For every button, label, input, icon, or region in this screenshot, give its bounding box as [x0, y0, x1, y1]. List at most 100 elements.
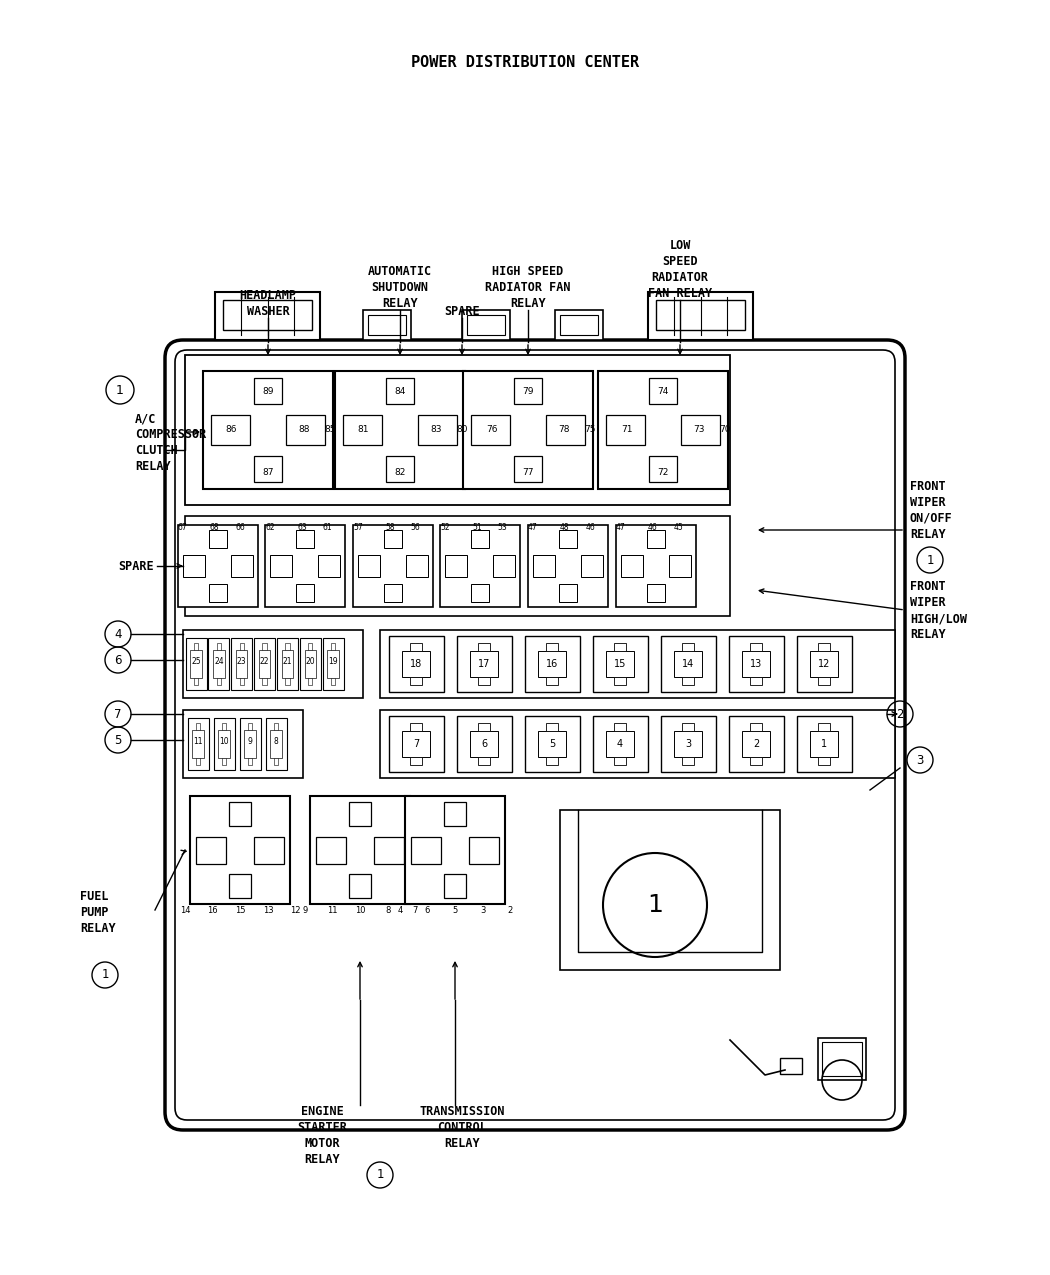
Text: 67: 67 [178, 523, 188, 533]
Bar [296, 530, 314, 548]
Bar [649, 456, 677, 482]
Text: 1: 1 [926, 553, 933, 566]
Text: 73: 73 [694, 426, 706, 435]
Text: HIGH SPEED
RADIATOR FAN
RELAY: HIGH SPEED RADIATOR FAN RELAY [485, 265, 571, 310]
Text: 6: 6 [481, 740, 487, 748]
Bar [388, 636, 443, 692]
Text: 84: 84 [395, 386, 405, 395]
Bar [457, 717, 511, 771]
Text: 78: 78 [559, 426, 570, 435]
Text: 6: 6 [114, 654, 122, 667]
Bar [444, 802, 466, 826]
Text: 45: 45 [674, 523, 684, 533]
Text: A/C
COMPRESSOR
CLUTCH
RELAY: A/C COMPRESSOR CLUTCH RELAY [135, 412, 206, 473]
Text: 79: 79 [522, 386, 533, 395]
Text: HEADLAMP
WASHER: HEADLAMP WASHER [239, 289, 296, 317]
Bar [183, 710, 303, 778]
Bar [335, 371, 465, 490]
Text: LOW
SPEED
RADIATOR
FAN RELAY: LOW SPEED RADIATOR FAN RELAY [648, 238, 712, 300]
Bar [209, 530, 227, 548]
Bar [742, 731, 770, 757]
Text: SPARE: SPARE [118, 560, 153, 572]
Bar [818, 677, 831, 685]
Text: 8: 8 [274, 737, 278, 746]
Text: 86: 86 [226, 426, 237, 435]
Bar [470, 731, 498, 757]
Text: 11: 11 [327, 907, 337, 915]
Text: 6: 6 [424, 907, 429, 915]
Text: 25: 25 [191, 657, 201, 666]
Bar [239, 678, 244, 685]
Text: 7: 7 [413, 740, 419, 748]
FancyBboxPatch shape [175, 351, 895, 1119]
Bar [818, 757, 831, 765]
Bar [750, 757, 762, 765]
Text: SPARE: SPARE [444, 305, 480, 317]
Text: 24: 24 [214, 657, 224, 666]
Text: 75: 75 [585, 426, 596, 435]
Bar [266, 718, 287, 770]
Bar [331, 644, 335, 650]
Text: 56: 56 [411, 523, 420, 533]
Bar [598, 371, 728, 490]
Bar [674, 731, 701, 757]
Bar [411, 836, 441, 863]
Bar [560, 530, 576, 548]
Bar [410, 757, 422, 765]
Bar [384, 530, 402, 548]
Text: 1: 1 [101, 969, 109, 982]
Bar [647, 584, 665, 602]
Bar [410, 643, 422, 650]
Text: 53: 53 [498, 523, 507, 533]
Text: 2: 2 [897, 708, 904, 720]
Bar [606, 416, 645, 445]
Text: 10: 10 [219, 737, 229, 746]
Bar [616, 525, 696, 607]
Text: AUTOMATIC
SHUTDOWN
RELAY: AUTOMATIC SHUTDOWN RELAY [368, 265, 432, 310]
Text: 51: 51 [472, 523, 482, 533]
Bar [606, 650, 634, 677]
Bar [614, 677, 626, 685]
Bar [469, 836, 499, 863]
Bar [322, 638, 343, 690]
Bar [729, 636, 783, 692]
Text: FRONT
WIPER
HIGH/LOW
RELAY: FRONT WIPER HIGH/LOW RELAY [910, 580, 967, 641]
Text: 74: 74 [657, 386, 669, 395]
Text: 4: 4 [617, 740, 623, 748]
Bar [363, 310, 411, 340]
Bar [592, 636, 648, 692]
Bar [513, 456, 542, 482]
Text: 5: 5 [453, 907, 458, 915]
Bar [750, 643, 762, 650]
Bar [660, 636, 715, 692]
Bar [478, 757, 490, 765]
Bar [532, 556, 555, 576]
Bar [457, 636, 511, 692]
Bar [555, 310, 603, 340]
Text: 9: 9 [248, 737, 252, 746]
Text: 17: 17 [478, 659, 490, 669]
Bar [669, 556, 691, 576]
Bar [262, 678, 267, 685]
Text: 2: 2 [507, 907, 512, 915]
Bar [674, 650, 701, 677]
Bar [539, 650, 566, 677]
Bar [539, 731, 566, 757]
Bar [388, 717, 443, 771]
Text: 66: 66 [235, 523, 246, 533]
Bar [265, 525, 345, 607]
Text: 61: 61 [322, 523, 332, 533]
Text: 58: 58 [385, 523, 395, 533]
Bar [649, 379, 677, 404]
Bar [681, 723, 694, 731]
Text: 1: 1 [376, 1168, 383, 1182]
Bar [729, 717, 783, 771]
Bar [681, 677, 694, 685]
Bar [239, 718, 260, 770]
Bar [316, 836, 347, 863]
Bar [621, 556, 644, 576]
Bar [196, 723, 201, 729]
Bar [208, 638, 229, 690]
Bar [222, 759, 226, 765]
Bar [318, 556, 340, 576]
